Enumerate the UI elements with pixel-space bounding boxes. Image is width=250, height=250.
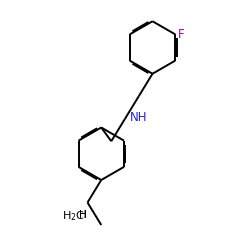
- Text: F: F: [178, 28, 185, 41]
- Text: H: H: [78, 210, 86, 220]
- Text: NH: NH: [130, 111, 147, 124]
- Text: $\mathregular{H_2C}$: $\mathregular{H_2C}$: [62, 209, 85, 222]
- Text: H: H: [78, 210, 86, 220]
